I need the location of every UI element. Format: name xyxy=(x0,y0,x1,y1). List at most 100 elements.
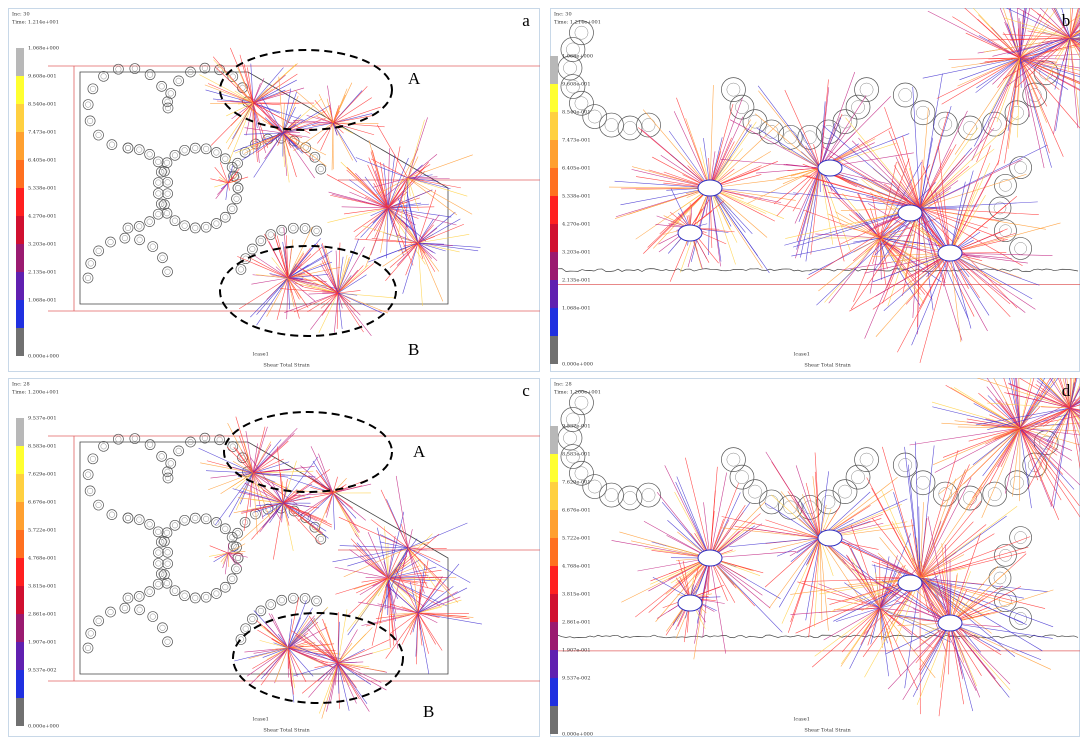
legend-label: 2.135e-001 xyxy=(28,270,57,276)
legend-label: 4.270e-001 xyxy=(562,222,591,228)
legend-swatch xyxy=(550,538,558,566)
legend-swatch xyxy=(550,308,558,336)
legend-label: 3.203e-001 xyxy=(28,242,57,248)
panel-label: d xyxy=(1062,381,1071,400)
legend-swatch xyxy=(16,76,24,104)
legend-swatch xyxy=(16,502,24,530)
quantity-label: Shear Total Strain xyxy=(263,728,310,734)
legend-label: 1.068e-001 xyxy=(28,298,57,304)
legend-swatch xyxy=(16,614,24,642)
legend-label: 4.768e-001 xyxy=(28,556,57,562)
legend-swatch xyxy=(550,566,558,594)
panel: A B Inc: 28 Time: 1.200e+001 9.537e-001 8.583… xyxy=(9,379,541,737)
void xyxy=(678,595,702,611)
legend-swatch xyxy=(550,594,558,622)
panel-label: a xyxy=(522,11,530,30)
legend-label: 4.270e-001 xyxy=(28,214,57,220)
legend-label: 1.068e+000 xyxy=(28,46,59,52)
legend-label: 8.540e-001 xyxy=(562,110,591,116)
legend-swatch xyxy=(550,706,558,734)
legend-label: 8.583e-001 xyxy=(562,452,591,458)
legend-label: 9.537e-002 xyxy=(28,668,57,674)
legend-swatch xyxy=(16,670,24,698)
legend-swatch xyxy=(550,56,558,84)
legend-label: 1.068e-001 xyxy=(562,306,591,312)
void xyxy=(938,615,962,631)
legend-swatch xyxy=(16,558,24,586)
void xyxy=(818,160,842,176)
panel-frame xyxy=(9,9,540,372)
legend-label: 5.338e-001 xyxy=(28,186,57,192)
increment-label: Inc: 28 xyxy=(554,382,572,388)
void xyxy=(898,205,922,221)
legend-label: 1.907e-001 xyxy=(562,648,591,654)
legend-swatch xyxy=(550,224,558,252)
legend-label: 8.583e-001 xyxy=(28,444,57,450)
legend-label: 4.768e-001 xyxy=(562,564,591,570)
legend-label: 6.676e-001 xyxy=(562,508,591,514)
legend-swatch xyxy=(550,168,558,196)
legend-swatch xyxy=(550,336,558,364)
legend-label: 2.861e-001 xyxy=(28,612,57,618)
legend-swatch xyxy=(16,48,24,76)
panel-frame xyxy=(551,379,1080,737)
legend-label: 7.629e-001 xyxy=(28,472,57,478)
loadcase-label: lcase1 xyxy=(253,352,269,358)
legend-swatch xyxy=(16,698,24,726)
legend-label: 7.473e-001 xyxy=(28,130,57,136)
legend-swatch xyxy=(16,586,24,614)
legend-swatch xyxy=(550,426,558,454)
legend-label: 9.537e-002 xyxy=(562,676,591,682)
region-marker: B xyxy=(423,702,434,721)
legend-swatch xyxy=(550,252,558,280)
legend-label: 0.000e+000 xyxy=(28,354,59,360)
legend-swatch xyxy=(16,132,24,160)
legend-label: 3.815e-001 xyxy=(562,592,591,598)
legend-label: 1.907e-001 xyxy=(28,640,57,646)
legend-swatch xyxy=(16,160,24,188)
legend-label: 2.861e-001 xyxy=(562,620,591,626)
increment-label: Inc: 30 xyxy=(554,12,572,18)
legend-label: 7.629e-001 xyxy=(562,480,591,486)
legend-label: 3.203e-001 xyxy=(562,250,591,256)
legend-label: 5.338e-001 xyxy=(562,194,591,200)
time-label: Time: 1.200e+001 xyxy=(12,390,59,396)
legend-swatch xyxy=(16,530,24,558)
legend-swatch xyxy=(550,510,558,538)
legend-swatch xyxy=(16,328,24,356)
legend-label: 9.537e-001 xyxy=(562,424,591,430)
void xyxy=(698,180,722,196)
loadcase-label: lcase1 xyxy=(253,717,269,723)
legend-swatch xyxy=(550,112,558,140)
panel-label: b xyxy=(1062,11,1071,30)
legend-label: 9.608e-001 xyxy=(28,74,57,80)
legend-swatch xyxy=(16,300,24,328)
time-label: Time: 1.200e+001 xyxy=(554,390,601,396)
increment-label: Inc: 28 xyxy=(12,382,30,388)
legend-swatch xyxy=(550,140,558,168)
void xyxy=(698,550,722,566)
loadcase-label: lcase1 xyxy=(794,717,810,723)
legend-label: 6.405e-001 xyxy=(28,158,57,164)
legend-label: 1.068e+000 xyxy=(562,54,593,60)
legend-label: 9.537e-001 xyxy=(28,416,57,422)
legend-swatch xyxy=(16,104,24,132)
legend-swatch xyxy=(550,678,558,706)
legend-swatch xyxy=(16,474,24,502)
panel: Inc: 28 Time: 1.200e+001 9.537e-001 8.583e-… xyxy=(550,310,1080,737)
void xyxy=(678,225,702,241)
legend-label: 6.405e-001 xyxy=(562,166,591,172)
quantity-label: Shear Total Strain xyxy=(804,363,851,369)
legend-label: 6.676e-001 xyxy=(28,500,57,506)
loadcase-label: lcase1 xyxy=(794,352,810,358)
legend-swatch xyxy=(550,650,558,678)
legend-swatch xyxy=(16,418,24,446)
region-marker: A xyxy=(408,69,421,88)
legend-label: 0.000e+000 xyxy=(562,732,593,738)
legend-label: 8.540e-001 xyxy=(28,102,57,108)
region-marker: A xyxy=(413,442,426,461)
legend-swatch xyxy=(550,454,558,482)
